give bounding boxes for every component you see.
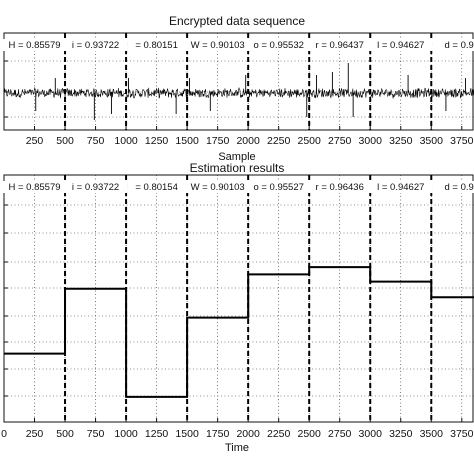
segment-label-box bbox=[438, 181, 474, 193]
segment-label: H = 0.85579 bbox=[9, 40, 61, 51]
x-tick-label: 750 bbox=[87, 135, 105, 147]
segment-label: i = 0.93722 bbox=[72, 182, 119, 193]
segment-label-box bbox=[438, 39, 474, 51]
plot-frame bbox=[3, 174, 474, 423]
segment-label-box bbox=[185, 181, 250, 193]
segment-label-box bbox=[63, 181, 128, 193]
x-tick-label: 3250 bbox=[389, 428, 413, 440]
segment-label: H = 0.85579 bbox=[9, 182, 61, 193]
segment-label: o = 0.95527 bbox=[253, 182, 303, 193]
segment-label-box bbox=[2, 181, 67, 193]
segment-label: W = 0.90103 bbox=[191, 182, 245, 193]
segment-label-box bbox=[369, 39, 433, 51]
x-tick-label: 3750 bbox=[450, 135, 474, 147]
segment-label-box bbox=[130, 181, 183, 193]
segment-label: r = 0.96437 bbox=[316, 40, 364, 51]
x-tick-label: 2000 bbox=[236, 135, 260, 147]
segment-label-box bbox=[369, 181, 433, 193]
series-line bbox=[3, 86, 474, 99]
segment-label-box bbox=[246, 181, 311, 193]
x-tick-label: 1000 bbox=[114, 135, 138, 147]
x-tick-label: 250 bbox=[26, 428, 44, 440]
segment-label: l = 0.94627 bbox=[377, 182, 424, 193]
x-tick-label: 750 bbox=[87, 428, 105, 440]
segment-label-box bbox=[130, 39, 183, 51]
x-tick-label: 2250 bbox=[267, 135, 291, 147]
segment-label: d = 0.95 bbox=[444, 40, 474, 51]
x-tick-label: 1500 bbox=[175, 428, 199, 440]
x-tick-label: 500 bbox=[56, 428, 74, 440]
x-tick-label: 1750 bbox=[206, 135, 230, 147]
x-tick-label: 2250 bbox=[267, 428, 291, 440]
x-tick-label: 2000 bbox=[236, 428, 260, 440]
chart-title: Encrypted data sequence bbox=[169, 14, 305, 28]
segment-label-box bbox=[308, 39, 372, 51]
x-tick-label: 3250 bbox=[389, 135, 413, 147]
segment-label-box bbox=[185, 39, 250, 51]
x-axis-label: Sample bbox=[218, 151, 255, 163]
segment-label-box bbox=[308, 181, 372, 193]
x-tick-label: 2750 bbox=[328, 135, 352, 147]
x-tick-label: 3750 bbox=[450, 428, 474, 440]
segment-label-box bbox=[2, 39, 67, 51]
segment-label: o = 0.95532 bbox=[253, 40, 303, 51]
x-tick-label: 2750 bbox=[328, 428, 352, 440]
segment-label-box bbox=[246, 39, 311, 51]
x-tick-label: 3500 bbox=[420, 428, 444, 440]
estimate-step-line bbox=[4, 266, 474, 398]
x-tick-label: 2500 bbox=[298, 135, 322, 147]
x-tick-label: 3000 bbox=[359, 428, 383, 440]
segment-label: = 0.80154 bbox=[135, 182, 178, 193]
chart-title: Estimation results bbox=[190, 161, 285, 175]
segment-label: i = 0.93722 bbox=[72, 40, 119, 51]
x-tick-label: 3000 bbox=[359, 135, 383, 147]
segment-label: = 0.80151 bbox=[135, 40, 178, 51]
x-tick-label: 500 bbox=[56, 135, 74, 147]
segment-label: d = 0.95 bbox=[444, 182, 474, 193]
x-axis-label: Time bbox=[225, 442, 249, 454]
x-tick-label: 3500 bbox=[420, 135, 444, 147]
x-tick-label: 1500 bbox=[175, 135, 199, 147]
segment-label-box bbox=[63, 39, 128, 51]
x-tick-label: 2500 bbox=[298, 428, 322, 440]
x-tick-label: 1250 bbox=[145, 135, 169, 147]
plot-frame bbox=[3, 32, 474, 131]
x-tick-label: 250 bbox=[26, 135, 44, 147]
segment-label: W = 0.90103 bbox=[191, 40, 245, 51]
x-tick-label: 1750 bbox=[206, 428, 230, 440]
x-tick-label: 0 bbox=[1, 428, 7, 440]
segment-label: l = 0.94627 bbox=[377, 40, 424, 51]
segment-label: r = 0.96436 bbox=[316, 182, 364, 193]
x-tick-label: 1000 bbox=[114, 428, 138, 440]
x-tick-label: 1250 bbox=[145, 428, 169, 440]
